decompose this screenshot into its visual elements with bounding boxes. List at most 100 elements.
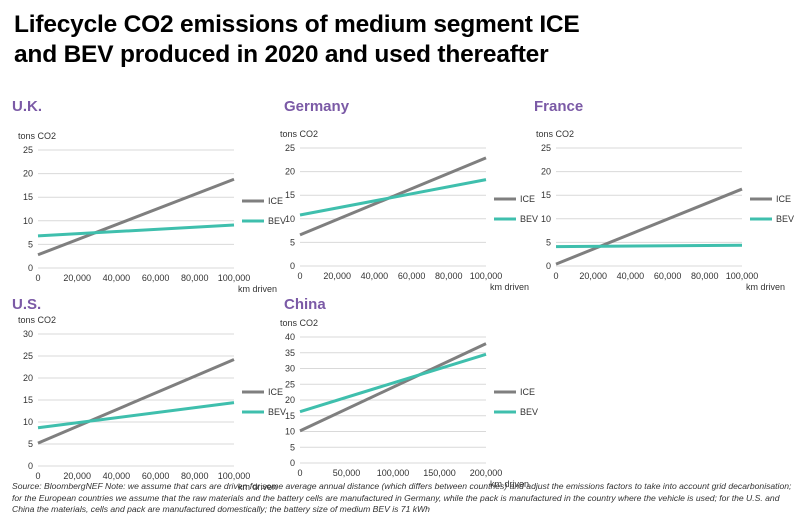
y-tick-label: 25 — [23, 351, 33, 361]
legend-label-ice: ICE — [520, 387, 535, 397]
legend-label-ice: ICE — [268, 387, 283, 397]
y-tick-label: 5 — [290, 237, 295, 247]
x-tick-label: 0 — [35, 471, 40, 481]
chart-plot: 0 5 10 15 20 25 30 0 20,000 40,000 60,000 80,000 100… — [23, 329, 286, 481]
y-tick-label: 0 — [28, 461, 33, 471]
x-tick-label: 60,000 — [398, 271, 426, 281]
y-axis-unit: tons CO2 — [280, 318, 319, 328]
x-tick-label: 80,000 — [181, 471, 209, 481]
y-tick-label: 5 — [290, 442, 295, 452]
y-tick-label: 20 — [23, 373, 33, 383]
y-tick-label: 30 — [23, 329, 33, 339]
y-tick-label: 20 — [23, 169, 33, 179]
x-tick-label: 60,000 — [142, 471, 170, 481]
x-tick-label: 100,000 — [470, 271, 503, 281]
chart-region-title: France — [534, 98, 584, 115]
y-tick-label: 10 — [285, 214, 295, 224]
series-line-bev — [555, 243, 743, 249]
source-note: Source: BloombergNEF Note: we assume tha… — [12, 481, 792, 515]
x-axis-label: km driven — [490, 479, 530, 489]
legend-label-ice: ICE — [520, 194, 535, 204]
series-line-bev — [37, 223, 235, 238]
y-tick-label: 10 — [285, 427, 295, 437]
x-tick-label: 150,000 — [423, 468, 456, 478]
x-axis-label: km driven — [490, 282, 530, 292]
y-tick-label: 15 — [285, 190, 295, 200]
x-tick-label: 20,000 — [63, 471, 91, 481]
x-tick-label: 40,000 — [103, 471, 131, 481]
y-tick-label: 5 — [546, 237, 551, 247]
series-line-bev — [299, 178, 487, 217]
x-tick-label: 0 — [35, 273, 40, 283]
x-axis-label: km driven — [238, 284, 278, 294]
y-tick-label: 0 — [28, 263, 33, 273]
y-tick-label: 10 — [23, 417, 33, 427]
y-tick-label: 15 — [541, 190, 551, 200]
y-tick-label: 40 — [285, 332, 295, 342]
y-tick-label: 20 — [285, 395, 295, 405]
y-tick-label: 35 — [285, 348, 295, 358]
y-tick-label: 0 — [290, 261, 295, 271]
x-tick-label: 80,000 — [435, 271, 463, 281]
x-tick-label: 20,000 — [323, 271, 351, 281]
y-tick-label: 15 — [23, 192, 33, 202]
chart-plot: 0 5 10 15 20 25 0 20,000 40,000 60,000 80,000 100,0… — [285, 143, 538, 281]
series-line-bev — [299, 352, 487, 414]
series-line-ice — [37, 358, 235, 445]
y-axis-unit: tons CO2 — [280, 129, 319, 139]
x-tick-label: 40,000 — [103, 273, 131, 283]
series-line-ice — [299, 342, 487, 433]
x-tick-label: 0 — [297, 271, 302, 281]
x-tick-label: 100,000 — [218, 273, 251, 283]
x-tick-label: 20,000 — [579, 271, 607, 281]
y-tick-label: 20 — [285, 167, 295, 177]
chart-plot: 0 5 10 15 20 25 30 35 40 0 50,000 100,000 150,000 200… — [285, 332, 538, 478]
title-line-2: and BEV produced in 2020 and used therea… — [14, 41, 549, 68]
y-axis-unit: tons CO2 — [18, 315, 57, 325]
legend-label-bev: BEV — [520, 407, 538, 417]
legend-label-bev: BEV — [268, 407, 286, 417]
x-tick-label: 0 — [553, 271, 558, 281]
x-tick-label: 40,000 — [617, 271, 645, 281]
x-tick-label: 60,000 — [142, 273, 170, 283]
legend-label-ice: ICE — [776, 194, 791, 204]
y-axis-unit: tons CO2 — [536, 129, 575, 139]
x-axis-label: km driven — [746, 282, 786, 292]
x-tick-label: 40,000 — [361, 271, 389, 281]
y-tick-label: 30 — [285, 364, 295, 374]
chart-plot: 0 5 10 15 20 25 0 20,000 40,000 60,000 80,000 100,0… — [23, 145, 286, 283]
series-line-bev — [37, 401, 235, 430]
legend-label-bev: BEV — [268, 216, 286, 226]
x-tick-label: 50,000 — [333, 468, 361, 478]
x-tick-label: 100,000 — [377, 468, 410, 478]
chart-plot: 0 5 10 15 20 25 0 20,000 40,000 60,000 80,000 100,0… — [541, 143, 794, 281]
chart-region-title: U.K. — [12, 98, 42, 115]
title-line-1: Lifecycle CO2 emissions of medium segmen… — [14, 11, 580, 38]
y-tick-label: 25 — [23, 145, 33, 155]
legend-label-ice: ICE — [268, 196, 283, 206]
y-tick-label: 15 — [285, 411, 295, 421]
y-tick-label: 25 — [285, 379, 295, 389]
y-tick-label: 25 — [541, 143, 551, 153]
y-tick-label: 10 — [541, 214, 551, 224]
y-axis-unit: tons CO2 — [18, 131, 57, 141]
y-tick-label: 5 — [28, 239, 33, 249]
y-tick-label: 0 — [546, 261, 551, 271]
x-tick-label: 20,000 — [63, 273, 91, 283]
chart-title: Lifecycle CO2 emissions of medium segmen… — [14, 10, 794, 70]
x-tick-label: 100,000 — [726, 271, 759, 281]
legend-label-bev: BEV — [520, 214, 538, 224]
x-tick-label: 80,000 — [181, 273, 209, 283]
series-line-ice — [37, 177, 235, 257]
legend-label-bev: BEV — [776, 214, 794, 224]
x-tick-label: 100,000 — [218, 471, 251, 481]
x-tick-label: 200,000 — [470, 468, 503, 478]
y-tick-label: 10 — [23, 216, 33, 226]
series-line-ice — [555, 187, 743, 266]
x-axis-label: km driven — [238, 482, 278, 492]
y-tick-label: 15 — [23, 395, 33, 405]
y-tick-label: 25 — [285, 143, 295, 153]
chart-region-title: China — [284, 296, 326, 313]
chart-region-title: Germany — [284, 98, 350, 115]
x-tick-label: 80,000 — [691, 271, 719, 281]
